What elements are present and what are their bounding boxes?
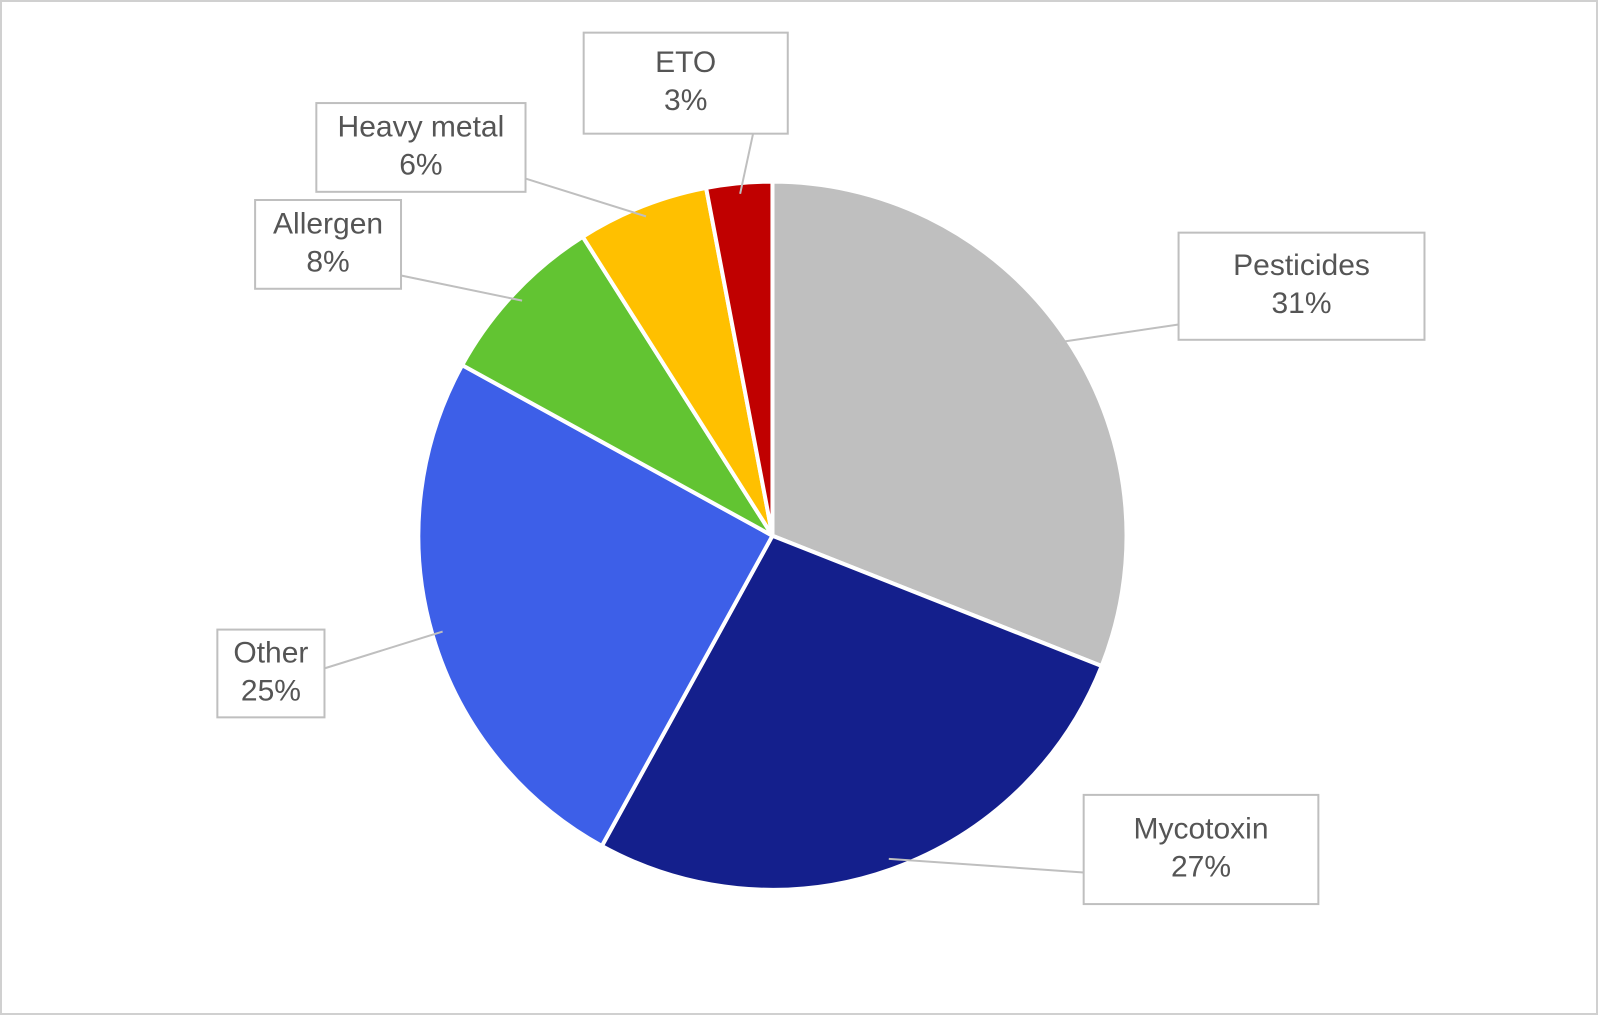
- slice-label: Pesticides: [1233, 249, 1370, 282]
- leader-line: [400, 274, 523, 302]
- pie-slice: [770, 179, 1129, 669]
- pie-slice: [579, 185, 775, 537]
- slice-label: ETO: [655, 46, 716, 79]
- leader-line: [324, 630, 443, 670]
- slice-label: Other: [233, 636, 308, 669]
- value-label: 31%: [1272, 287, 1332, 320]
- label-box: [1082, 793, 1320, 906]
- slice-label: Allergen: [273, 207, 383, 240]
- slice-label: Heavy metal: [338, 110, 505, 143]
- pie-slice: [599, 533, 1105, 892]
- pie-slice: [703, 179, 775, 537]
- label-box: [254, 199, 403, 290]
- value-label: 27%: [1171, 850, 1231, 883]
- label-box: [216, 628, 326, 719]
- label-box: [315, 102, 527, 193]
- label-box: [582, 31, 789, 135]
- value-label: 6%: [399, 148, 442, 181]
- slice-label: Mycotoxin: [1133, 812, 1268, 845]
- pie-slice: [459, 233, 775, 538]
- leader-line: [739, 133, 755, 194]
- label-box: [1177, 231, 1426, 341]
- leader-line: [525, 177, 647, 218]
- leader-line: [888, 857, 1084, 874]
- value-label: 25%: [241, 674, 301, 707]
- value-label: 8%: [306, 245, 349, 278]
- leader-line: [1056, 323, 1179, 344]
- value-label: 3%: [664, 84, 707, 117]
